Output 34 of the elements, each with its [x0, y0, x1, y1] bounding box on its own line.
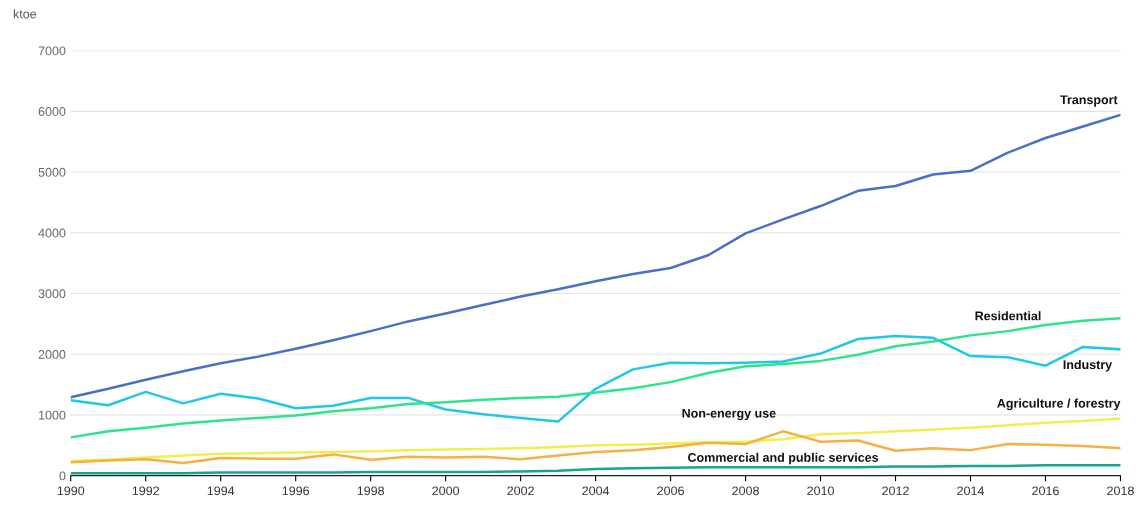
- x-tick-label: 2012: [882, 486, 909, 496]
- x-tick-label: 1994: [207, 486, 235, 496]
- x-tick-label: 2018: [1107, 486, 1134, 496]
- line-series: [70, 113, 1121, 399]
- y-tick-label: 5000: [38, 167, 66, 177]
- line-series: [70, 430, 1121, 465]
- y-tick-label: 4000: [38, 228, 66, 238]
- x-tick-label: 2004: [582, 486, 610, 496]
- x-tick-label: 2016: [1032, 486, 1059, 496]
- y-tick-label: 7000: [38, 46, 66, 56]
- x-tick-label: 2010: [807, 486, 834, 496]
- x-tick-label: 2008: [732, 486, 759, 496]
- series-label: Residential: [975, 311, 1041, 321]
- y-axis-title: ktoe: [13, 9, 37, 19]
- x-tick-label: 2002: [507, 486, 534, 496]
- x-tick-label: 1998: [357, 486, 385, 496]
- line-series: [70, 334, 1121, 423]
- series-label: Commercial and public services: [688, 452, 879, 465]
- y-tick-label: 3000: [38, 289, 66, 299]
- series-label: Agriculture / forestry: [997, 398, 1121, 411]
- y-tick-label: 0: [59, 471, 66, 481]
- x-tick-label: 2000: [432, 486, 460, 496]
- x-tick-label: 1996: [282, 486, 310, 496]
- y-tick-label: 1000: [39, 410, 66, 420]
- line-series: [70, 464, 1121, 475]
- y-tick-label: 6000: [38, 107, 66, 116]
- series-label: Transport: [1060, 95, 1118, 107]
- x-tick-label: 2006: [657, 486, 684, 496]
- series-label: Non-energy use: [682, 408, 776, 421]
- series-label: Industry: [1063, 359, 1113, 372]
- x-tick-label: 1992: [132, 486, 159, 496]
- x-tick-label: 1990: [57, 486, 85, 496]
- x-tick-label: 2014: [957, 486, 985, 496]
- y-tick-label: 2000: [38, 350, 66, 359]
